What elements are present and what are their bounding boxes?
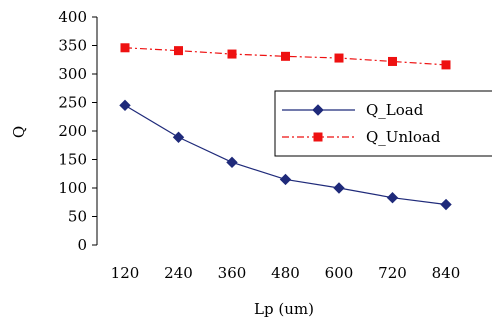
y-axis: 0 50 100 150 200 250 300 350 400 (58, 8, 98, 254)
series-q-load (119, 99, 452, 211)
y-tick-label: 300 (58, 65, 87, 83)
data-point-q-unload (388, 56, 397, 66)
y-tick-label: 150 (58, 151, 87, 169)
y-tick-label: 350 (58, 37, 87, 55)
data-point-q-load (333, 182, 345, 194)
series-q-unload (120, 43, 451, 70)
y-tick-label: 50 (68, 208, 87, 226)
x-axis-title: Lp (um) (254, 300, 314, 318)
data-point-q-load (172, 131, 185, 143)
y-tick-label: 400 (58, 8, 87, 26)
x-tick-label: 120 (111, 264, 140, 282)
legend-marker (313, 132, 323, 142)
y-tick-label: 0 (77, 236, 87, 254)
x-axis: 120 240 360 480 600 720 840 (111, 264, 461, 282)
legend-item-q-unload: Q_Unload (282, 128, 441, 146)
legend-item-q-load: Q_Load (282, 101, 424, 119)
y-axis-title: Q (10, 126, 28, 138)
legend-box (274, 90, 492, 157)
legend-label: Q_Unload (366, 128, 441, 146)
x-tick-label: 840 (432, 264, 461, 282)
data-point-q-unload (174, 46, 183, 56)
data-point-q-unload (441, 60, 451, 70)
data-point-q-load (226, 156, 238, 169)
y-tick-label: 200 (58, 122, 87, 140)
y-tick-label: 100 (58, 179, 87, 197)
legend-label: Q_Load (366, 101, 424, 119)
plot-area (119, 43, 452, 211)
data-point-q-unload (281, 51, 290, 61)
data-point-q-load (440, 198, 452, 211)
x-tick-label: 360 (218, 264, 247, 282)
x-tick-label: 600 (325, 264, 354, 282)
data-point-q-unload (120, 43, 130, 53)
data-point-q-load (119, 99, 131, 112)
x-tick-label: 480 (271, 264, 300, 282)
x-tick-label: 240 (164, 264, 193, 282)
legend-marker (312, 104, 324, 116)
x-tick-label: 720 (378, 264, 407, 282)
data-point-q-load (279, 173, 292, 186)
data-point-q-unload (334, 53, 344, 63)
data-point-q-unload (227, 49, 237, 59)
data-point-q-load (386, 191, 399, 204)
y-tick-label: 250 (58, 94, 87, 112)
legend: Q_Load Q_Unload (274, 90, 492, 157)
